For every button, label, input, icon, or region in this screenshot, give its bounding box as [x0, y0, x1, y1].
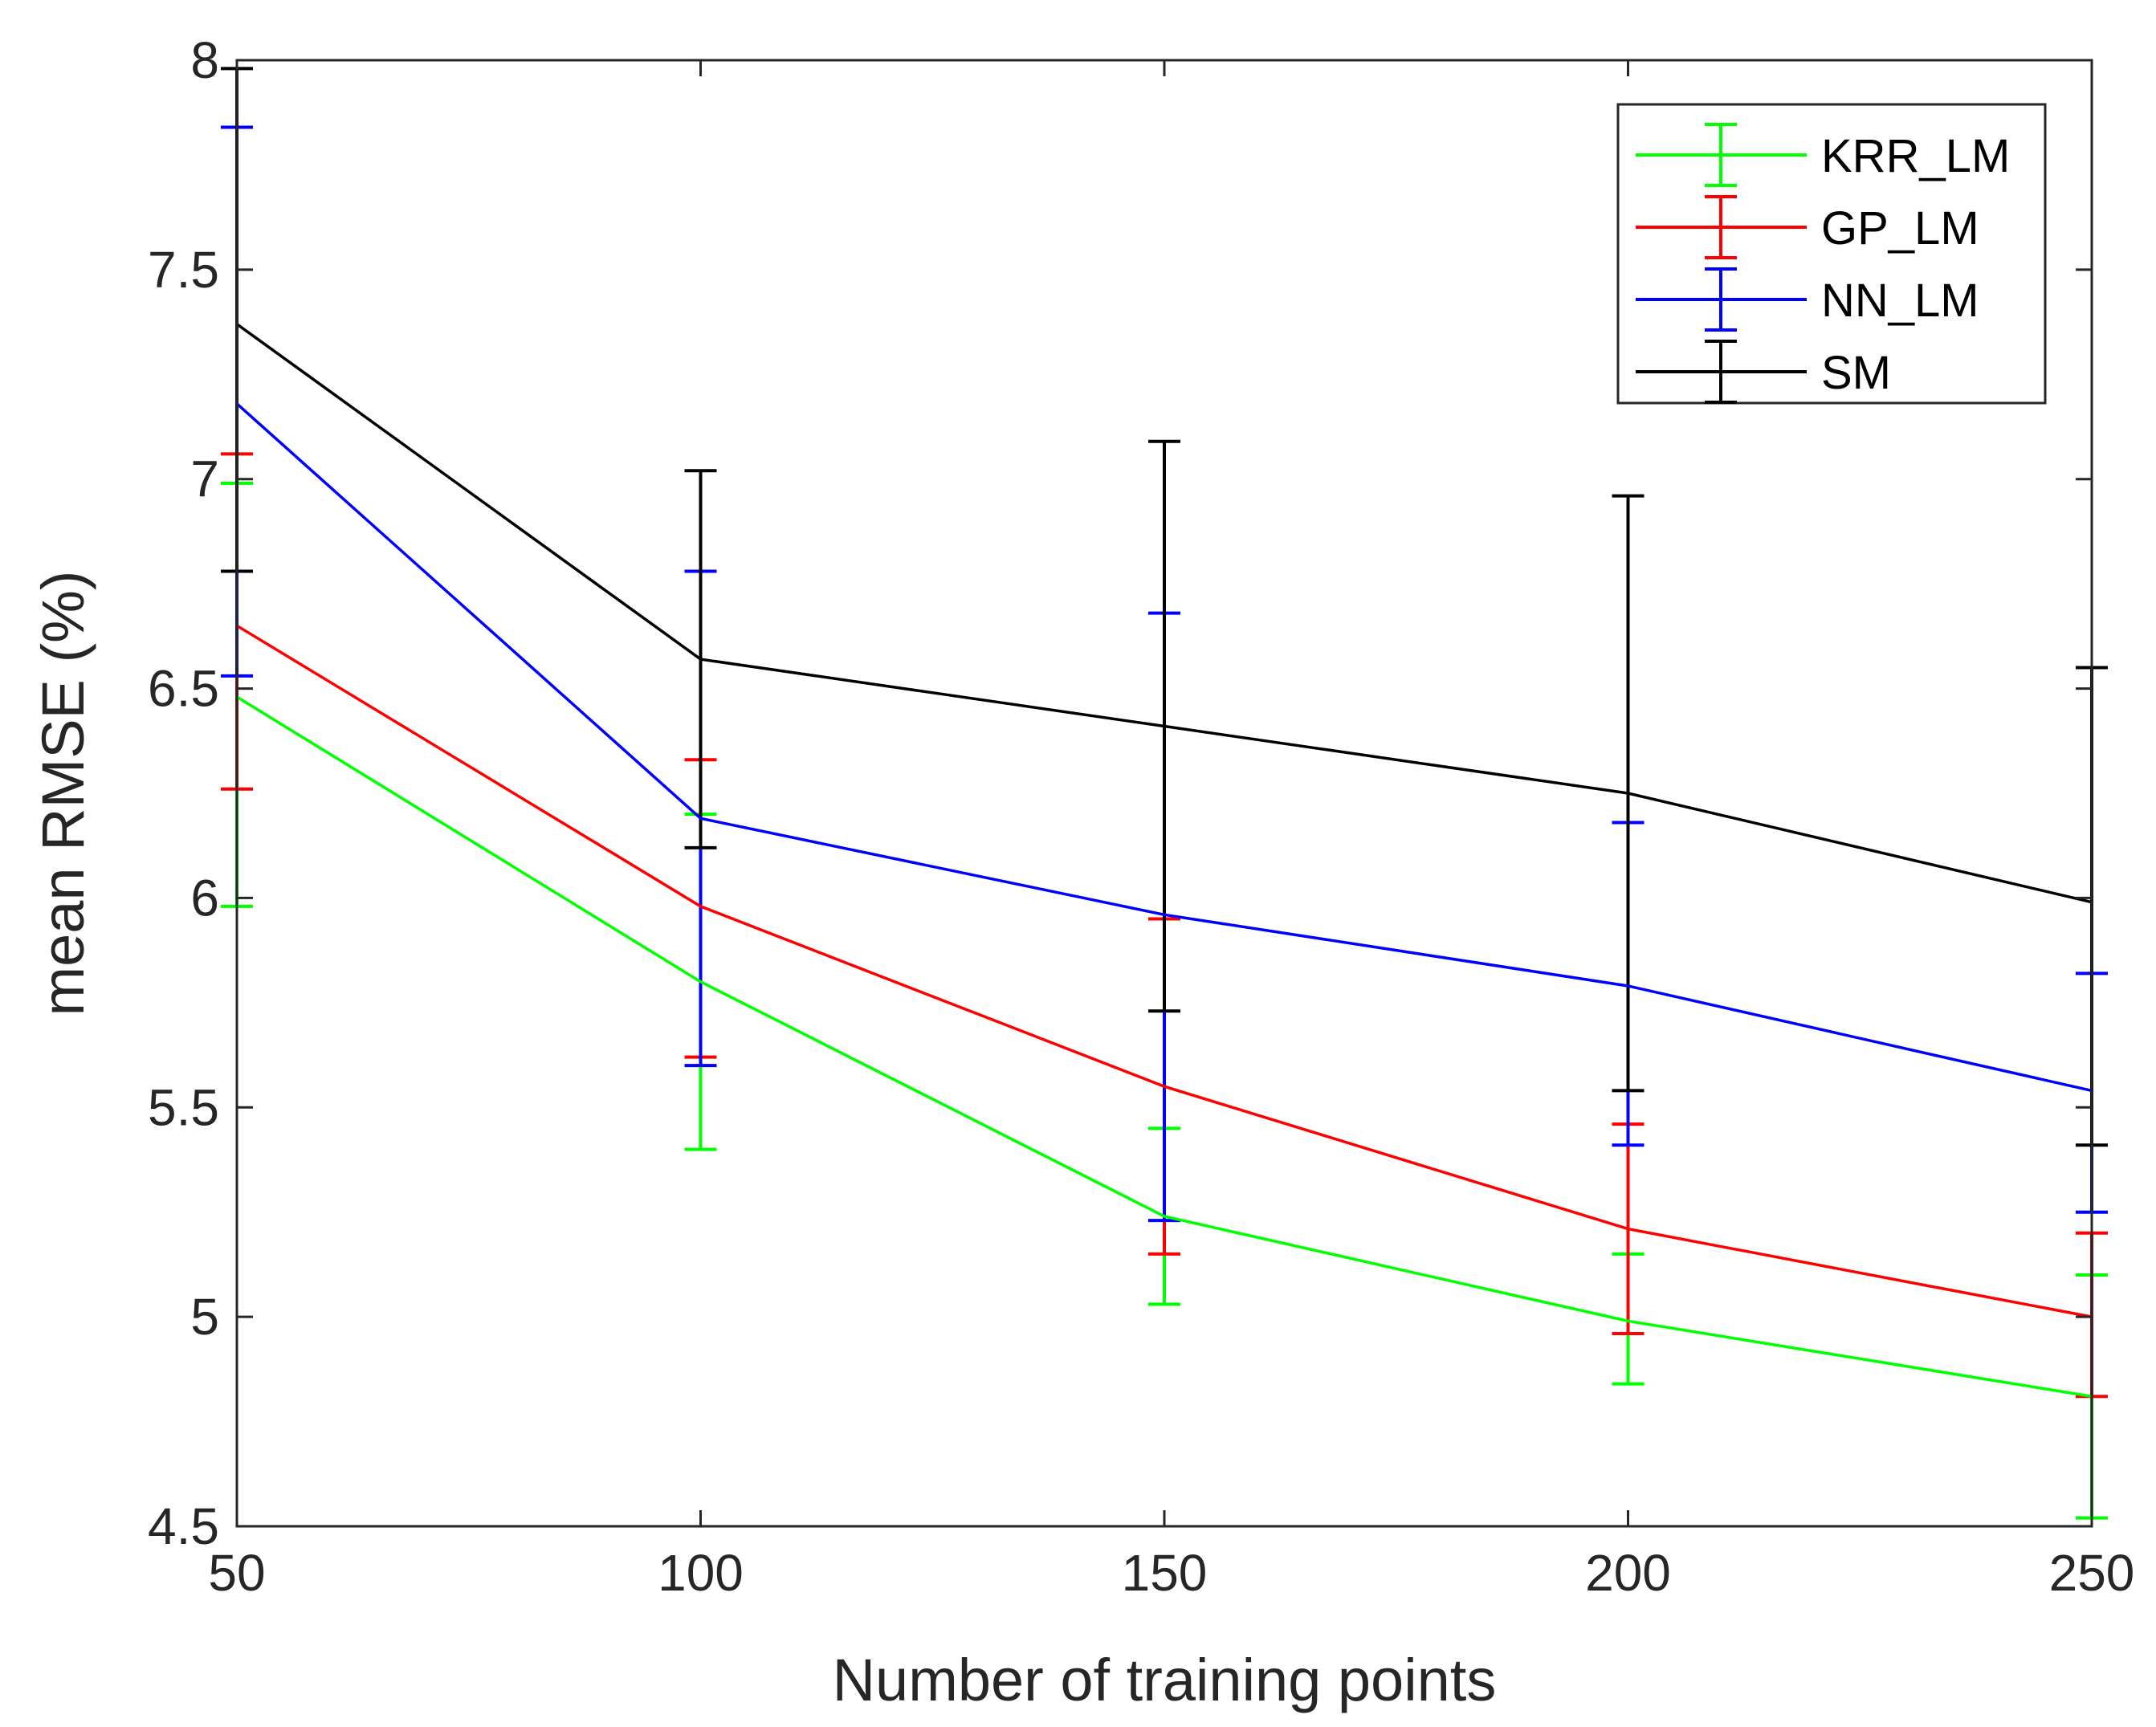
x-tick-label-250: 250	[2049, 1544, 2135, 1602]
series-line-nn-lm	[235, 402, 2093, 1093]
x-tick-label-150: 150	[1122, 1544, 1208, 1602]
y-tick-label-7: 7	[190, 450, 219, 508]
series-line-gp-lm	[236, 624, 2093, 1318]
y-tick-label-5.5: 5.5	[148, 1078, 219, 1136]
y-tick-label-7.5: 7.5	[148, 241, 219, 299]
y-tick-label-4.5: 4.5	[148, 1497, 219, 1555]
legend-label-krr-lm: KRR_LM	[1821, 130, 2010, 182]
y-tick-labels: 4.5 5 5.5 6 6.5 7 7.5 8	[148, 31, 219, 1555]
x-tick-labels: 50 100 150 200 250	[208, 1544, 2134, 1602]
tick-layer	[235, 59, 2093, 1528]
y-axis-title: mean RMSE (%)	[30, 570, 96, 1016]
y-tick-label-6.5: 6.5	[148, 660, 219, 718]
legend: KRR_LM GP_LM NN_LM SM	[1616, 103, 2047, 405]
y-tick-label-6: 6	[190, 869, 219, 927]
x-tick-label-50: 50	[208, 1544, 265, 1602]
legend-label-nn-lm: NN_LM	[1821, 275, 1979, 327]
y-tick-label-5: 5	[190, 1288, 219, 1346]
legend-label-gp-lm: GP_LM	[1821, 202, 1979, 255]
series-line-sm	[235, 323, 2093, 904]
x-axis-title: Number of training points	[833, 1647, 1497, 1713]
x-tick-label-100: 100	[658, 1544, 744, 1602]
x-tick-label-200: 200	[1585, 1544, 1671, 1602]
y-tick-label-8: 8	[190, 31, 219, 89]
series-line-layer	[235, 323, 2093, 1398]
legend-label-sm: SM	[1821, 347, 1891, 399]
series-line-krr-lm	[236, 695, 2093, 1398]
